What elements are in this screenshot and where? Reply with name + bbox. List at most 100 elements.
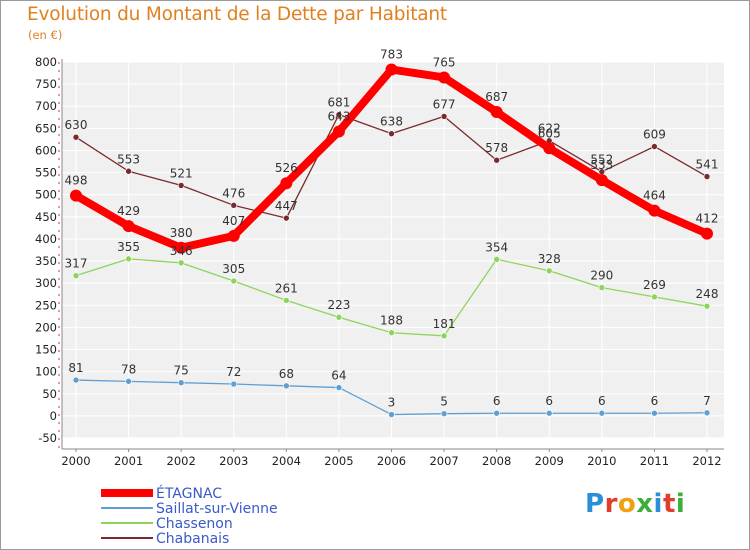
data-label-chabanais: 447 [275, 199, 298, 213]
data-point-tagnac [332, 125, 345, 138]
x-tick-label: 2001 [114, 454, 143, 468]
data-point-chassenon [335, 313, 343, 321]
data-point-chabanais [72, 133, 80, 141]
data-label-chassenon: 317 [65, 257, 88, 271]
data-label-chabanais: 630 [65, 118, 88, 132]
y-tick-label: 300 [35, 276, 57, 290]
data-label-chassenon: 181 [433, 317, 456, 331]
data-label-tagnac: 765 [433, 55, 456, 69]
y-tick-label: 600 [35, 143, 57, 157]
data-label-chabanais: 578 [485, 141, 508, 155]
data-point-chassenon [125, 255, 132, 263]
data-label-chabanais: 552 [590, 153, 613, 167]
data-label-chassenon: 223 [327, 298, 350, 312]
data-point-chabanais [125, 167, 132, 175]
data-label-chassenon: 261 [275, 281, 298, 295]
y-tick-label: 150 [35, 343, 57, 357]
logo-letter: o [617, 489, 637, 519]
data-label-chabanais: 541 [696, 158, 719, 172]
y-tick-label: 450 [35, 210, 57, 224]
data-point-chassenon [598, 284, 606, 291]
data-point-tagnac [648, 204, 661, 217]
y-tick-label: -50 [38, 431, 57, 445]
y-tick-label: 200 [35, 320, 57, 334]
data-point-chabanais [703, 173, 711, 180]
data-label-chassenon: 346 [170, 244, 193, 258]
data-label-tagnac: 533 [590, 158, 613, 172]
data-label-saillat-sur-vienne: 7 [703, 394, 711, 408]
data-point-saillat-sur-vienne [545, 409, 553, 417]
data-label-chassenon: 188 [380, 314, 403, 328]
logo-letter: i [675, 489, 686, 519]
y-tick-label: 350 [35, 254, 57, 268]
data-label-chassenon: 328 [538, 252, 561, 266]
data-label-tagnac: 783 [380, 48, 403, 62]
x-tick-label: 2010 [587, 454, 616, 468]
data-label-tagnac: 498 [65, 174, 88, 188]
proxiti-logo: Proxiti [585, 489, 685, 519]
chart-subtitle: (en €) [28, 28, 63, 42]
data-point-chassenon [703, 302, 711, 310]
data-label-chassenon: 355 [117, 240, 140, 254]
data-point-saillat-sur-vienne [125, 378, 132, 385]
x-tick-label: 2005 [324, 454, 353, 468]
data-point-tagnac [438, 71, 451, 84]
data-point-chabanais [335, 111, 343, 118]
data-label-tagnac: 643 [327, 109, 350, 123]
data-label-chabanais: 609 [643, 127, 666, 141]
data-point-tagnac [122, 220, 135, 233]
y-tick-label: 550 [35, 166, 57, 180]
data-point-chabanais [440, 113, 448, 120]
x-tick-label: 2004 [272, 454, 301, 468]
y-tick-label: 800 [35, 55, 57, 69]
data-point-chassenon [72, 272, 80, 279]
x-tick-label: 2008 [482, 454, 511, 468]
data-label-tagnac: 380 [170, 226, 193, 240]
logo-letter: x [636, 489, 654, 519]
data-point-tagnac [595, 174, 608, 187]
y-tick-label: 650 [35, 121, 57, 135]
data-point-chassenon [177, 259, 185, 267]
x-tick-label: 2002 [167, 454, 196, 468]
data-point-saillat-sur-vienne [388, 411, 395, 418]
y-tick-label: 250 [35, 298, 57, 312]
data-point-saillat-sur-vienne [72, 376, 80, 384]
data-point-saillat-sur-vienne [230, 380, 238, 388]
data-label-chassenon: 248 [696, 287, 719, 301]
x-tick-label: 2009 [535, 454, 564, 468]
data-label-saillat-sur-vienne: 75 [174, 364, 189, 378]
chart-title: Evolution du Montant de la Dette par Hab… [27, 4, 447, 25]
legend-label-saillat-sur-vienne: Saillat-sur-Vienne [156, 501, 278, 517]
data-label-saillat-sur-vienne: 5 [440, 395, 448, 409]
data-label-tagnac: 429 [117, 204, 140, 218]
y-tick-label: 0 [50, 409, 57, 423]
data-label-saillat-sur-vienne: 3 [388, 396, 396, 410]
data-label-tagnac: 526 [275, 161, 298, 175]
logo-letter: i [653, 489, 663, 519]
data-point-saillat-sur-vienne [335, 384, 343, 391]
data-point-tagnac [385, 63, 398, 76]
data-label-chassenon: 305 [222, 262, 245, 276]
data-label-saillat-sur-vienne: 64 [331, 369, 346, 383]
data-point-chassenon [230, 277, 238, 285]
data-label-chabanais: 553 [117, 152, 140, 166]
data-point-chassenon [440, 332, 448, 340]
data-label-chassenon: 290 [590, 269, 613, 283]
data-point-saillat-sur-vienne [703, 409, 711, 417]
y-tick-label: 700 [35, 99, 57, 113]
data-point-chassenon [493, 255, 500, 263]
x-tick-label: 2011 [640, 454, 669, 468]
y-tick-label: 50 [42, 387, 57, 401]
data-point-tagnac [701, 227, 713, 240]
data-label-chassenon: 354 [485, 240, 508, 254]
x-tick-label: 2006 [377, 454, 406, 468]
y-tick-label: 500 [35, 188, 57, 202]
data-label-tagnac: 605 [538, 126, 561, 140]
data-point-chabanais [651, 143, 658, 150]
data-point-saillat-sur-vienne [598, 409, 606, 417]
x-tick-label: 2012 [692, 454, 721, 468]
data-point-tagnac [490, 105, 503, 118]
y-tick-label: 750 [35, 77, 57, 91]
data-label-saillat-sur-vienne: 72 [226, 365, 241, 379]
